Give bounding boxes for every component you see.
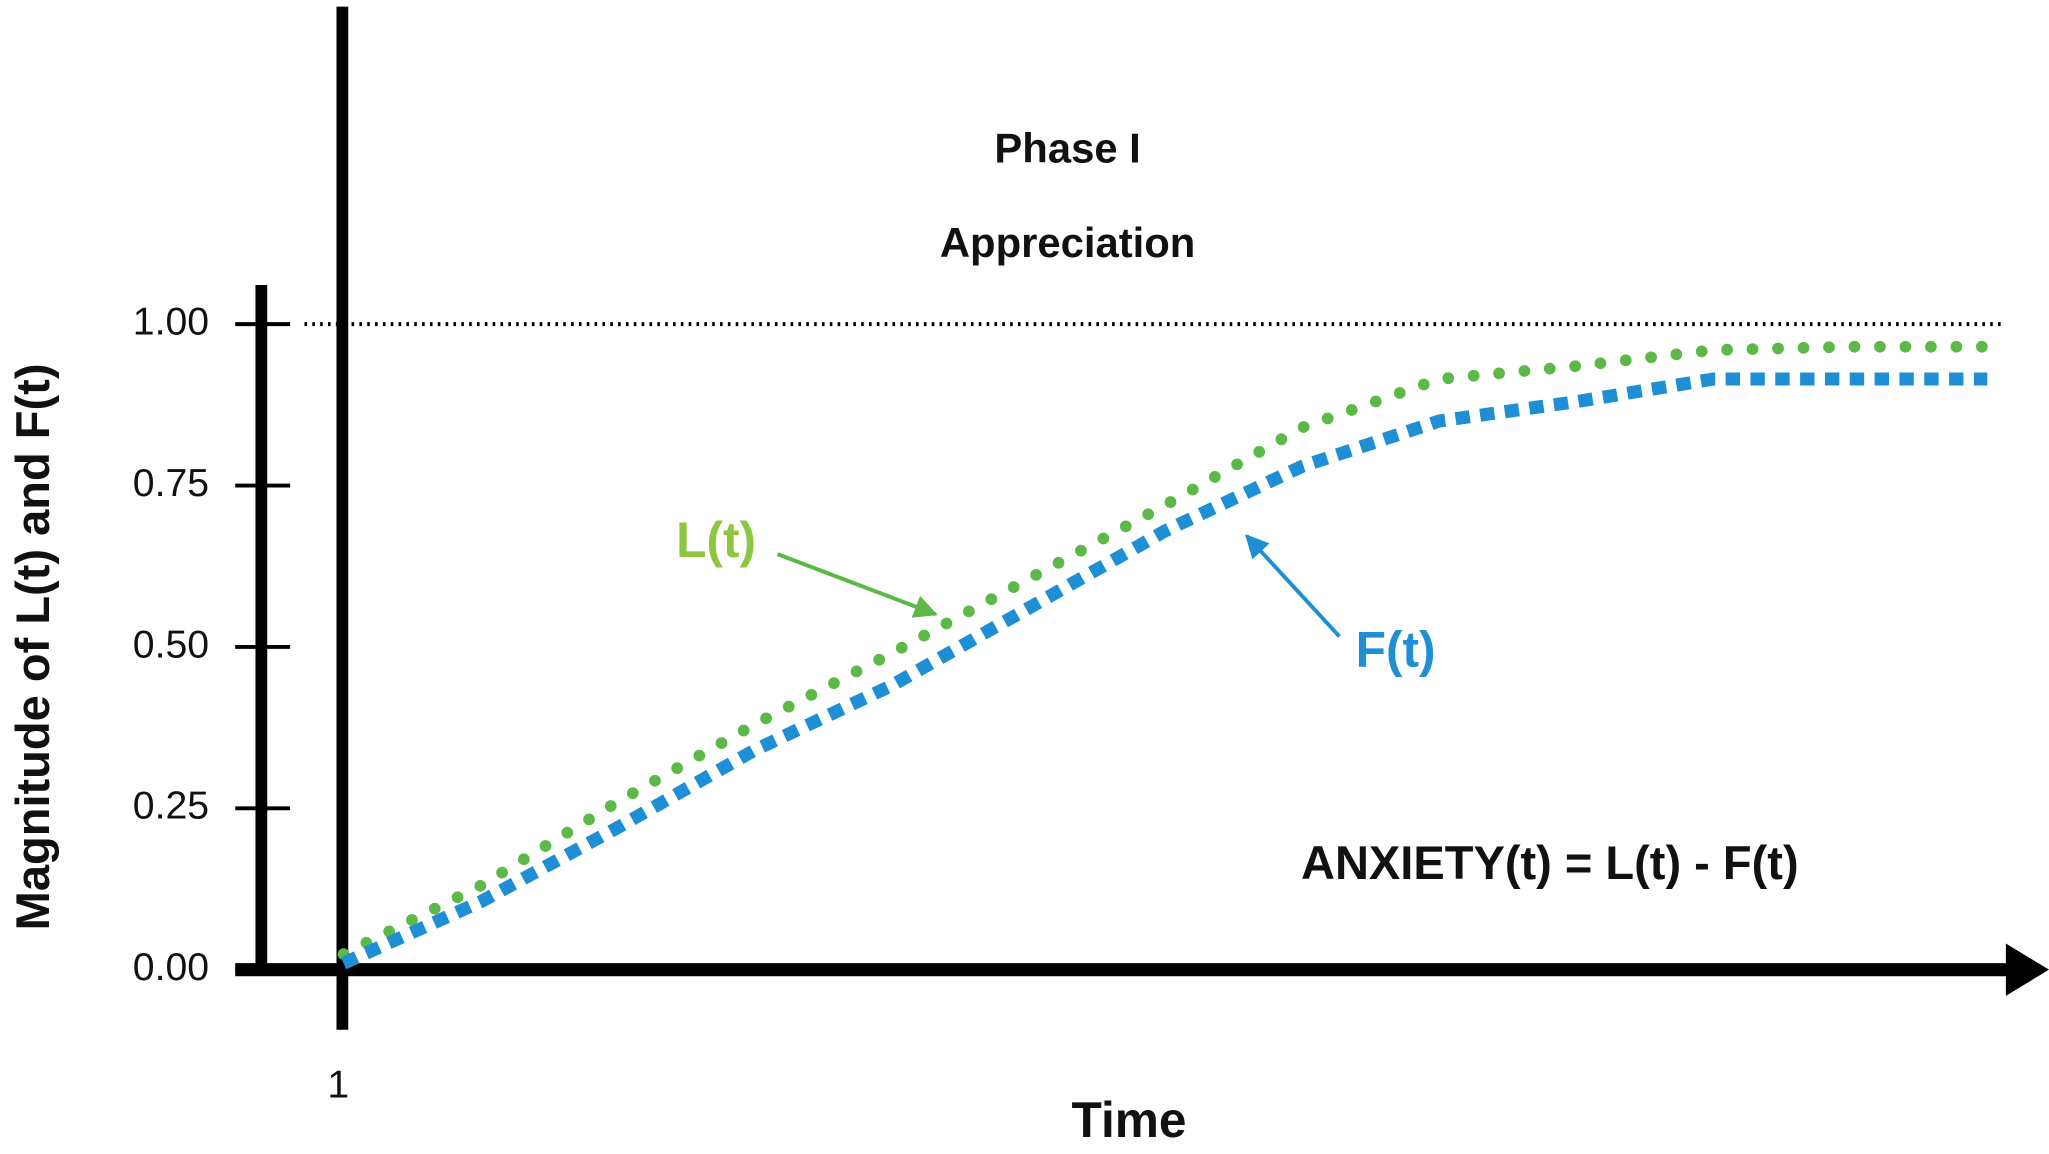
series-line: [340, 372, 1988, 970]
y-tick-label: 0.00: [133, 946, 209, 989]
y-tick-label: 1.00: [133, 301, 209, 344]
series-line: [337, 340, 1994, 961]
annotation-arrow: [1245, 534, 1341, 638]
annotation: Appreciation: [940, 219, 1195, 266]
y-axis-label: Magnitude of L(t) and F(t): [6, 363, 59, 930]
series-label: L(t): [676, 512, 756, 568]
annotation-arrow: [776, 552, 938, 618]
x-axis-arrow: [2005, 943, 2049, 996]
annotation: ANXIETY(t) = L(t) - F(t): [1301, 836, 1799, 889]
y-tick-label: 0.25: [133, 785, 209, 828]
annotation: Phase I: [994, 125, 1140, 172]
y-tick-label: 0.50: [133, 623, 209, 666]
series-label: F(t): [1356, 622, 1436, 678]
x-axis-label: Time: [1072, 1092, 1187, 1148]
x-tick-label: 1: [327, 1064, 349, 1107]
y-tick-label: 0.75: [133, 462, 209, 505]
